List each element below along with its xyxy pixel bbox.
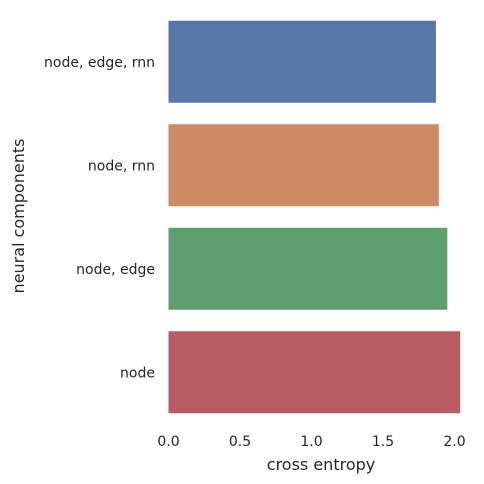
x-tick-label-4: 2.0 [443, 434, 465, 450]
bars-group [168, 20, 461, 414]
x-tick-label-1: 0.5 [229, 434, 251, 450]
x-tick-label-2: 1.0 [300, 434, 322, 450]
bar-3 [168, 331, 461, 414]
x-tick-label-3: 1.5 [372, 434, 394, 450]
x-tick-labels: 0.0 0.5 1.0 1.5 2.0 [157, 434, 465, 450]
category-labels: node, edge, rnn node, rnn node, edge node [44, 55, 155, 382]
bar-2 [168, 227, 448, 310]
bar-1 [168, 124, 439, 207]
x-tick-label-0: 0.0 [157, 434, 179, 450]
category-label-1: node, rnn [88, 158, 155, 174]
x-axis-title: cross entropy [267, 455, 375, 474]
y-axis-title: neural components [9, 139, 28, 294]
category-label-3: node [120, 365, 155, 381]
category-label-2: node, edge [76, 262, 155, 278]
category-label-0: node, edge, rnn [44, 55, 155, 71]
bar-0 [168, 20, 436, 103]
